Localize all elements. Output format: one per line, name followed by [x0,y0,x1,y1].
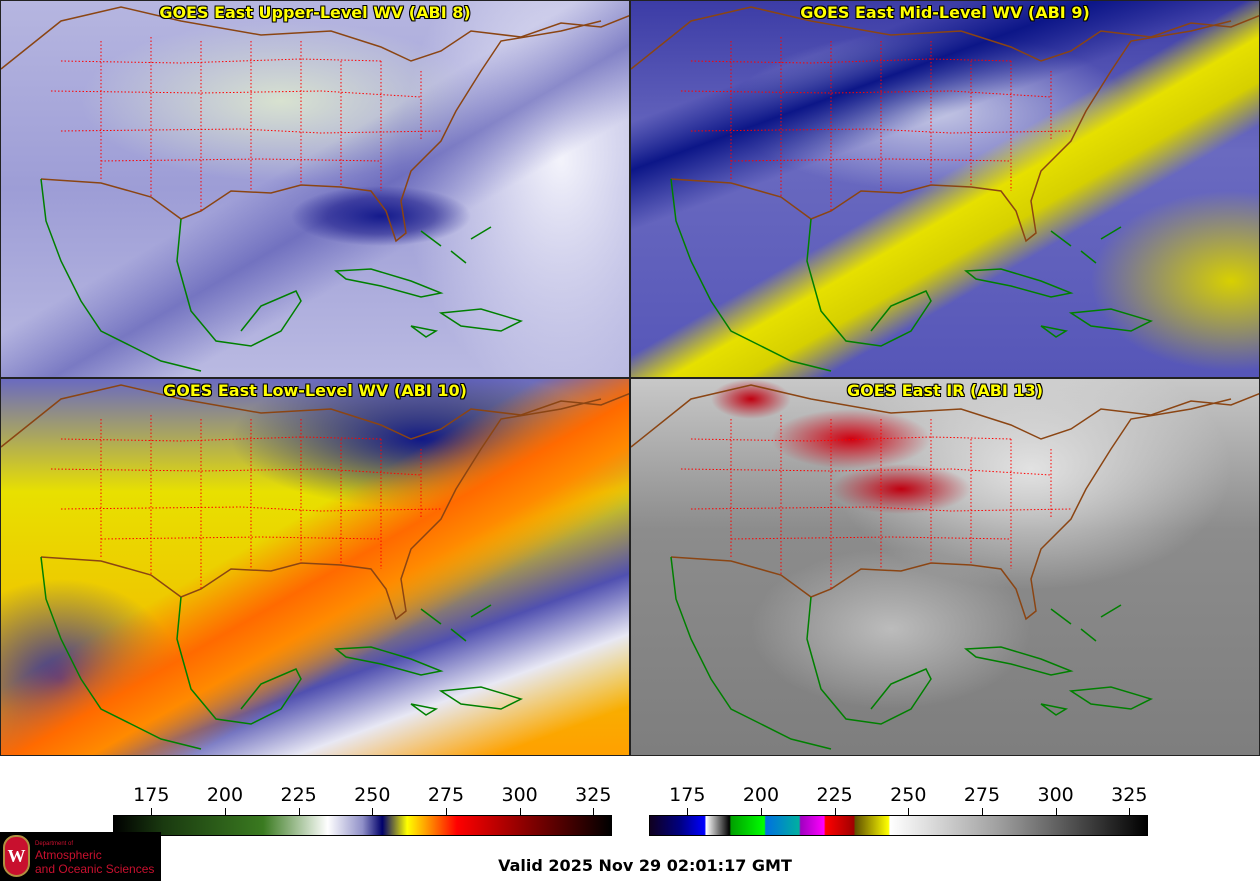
wv-colorbar [113,815,612,836]
logo-line-1: Department of [35,841,74,847]
ir-colorbar [649,815,1148,836]
uw-seal-icon: W [3,835,30,877]
colorbar-tick [151,808,153,815]
colorbar-tick-label: 300 [1037,784,1074,806]
colorbar-tick [981,808,983,815]
basemap-outlines [631,1,1260,378]
colorbar-tick [834,808,836,815]
colorbar-tick [908,808,910,815]
logo-line-3: and Oceanic Sciences [35,862,155,876]
colorbar-tick-label: 175 [669,784,706,806]
colorbar-tick-label: 200 [742,784,780,806]
colorbar-tick [519,808,521,815]
colorbar-tick [593,808,595,815]
colorbar-tick [760,808,762,815]
colorbar-tick [298,808,300,815]
colorbar-tick [224,808,226,815]
colorbar-tick [445,808,447,815]
colorbar-tick-label: 200 [206,784,244,806]
colorbar-tick [1055,808,1057,815]
basemap-outlines [631,379,1260,756]
colorbar-tick-label: 225 [280,784,317,806]
colorbar-tick-label: 250 [890,784,927,806]
ir-panel: GOES East IR (ABI 13) [630,378,1260,756]
upper-level-wv-panel: GOES East Upper-Level WV (ABI 8) [0,0,630,378]
panel-title: GOES East IR (ABI 13) [846,381,1044,400]
colorbar-tick-label: 275 [963,784,1001,806]
panel-title: GOES East Low-Level WV (ABI 10) [163,381,467,400]
panel-title: GOES East Mid-Level WV (ABI 9) [800,3,1090,22]
mid-level-wv-panel: GOES East Mid-Level WV (ABI 9) [630,0,1260,378]
panel-title: GOES East Upper-Level WV (ABI 8) [159,3,471,22]
basemap-outlines [1,379,630,756]
colorbar-tick [687,808,689,815]
basemap-outlines [1,1,630,378]
colorbar-tick-label: 225 [816,784,853,806]
colorbar-tick-label: 250 [354,784,391,806]
colorbar-tick-label: 325 [1111,784,1148,806]
colorbar-tick [372,808,374,815]
colorbar-tick-label: 275 [427,784,465,806]
colorbar-tick-label: 300 [501,784,538,806]
logo-line-2: Atmospheric [35,848,102,862]
low-level-wv-panel: GOES East Low-Level WV (ABI 10) [0,378,630,756]
aos-logo: W Department of Atmospheric and Oceanic … [0,832,161,881]
colorbar-tick-label: 325 [575,784,612,806]
colorbar-tick-label: 175 [133,784,170,806]
colorbar-tick [1129,808,1131,815]
valid-time: Valid 2025 Nov 29 02:01:17 GMT [498,856,792,875]
